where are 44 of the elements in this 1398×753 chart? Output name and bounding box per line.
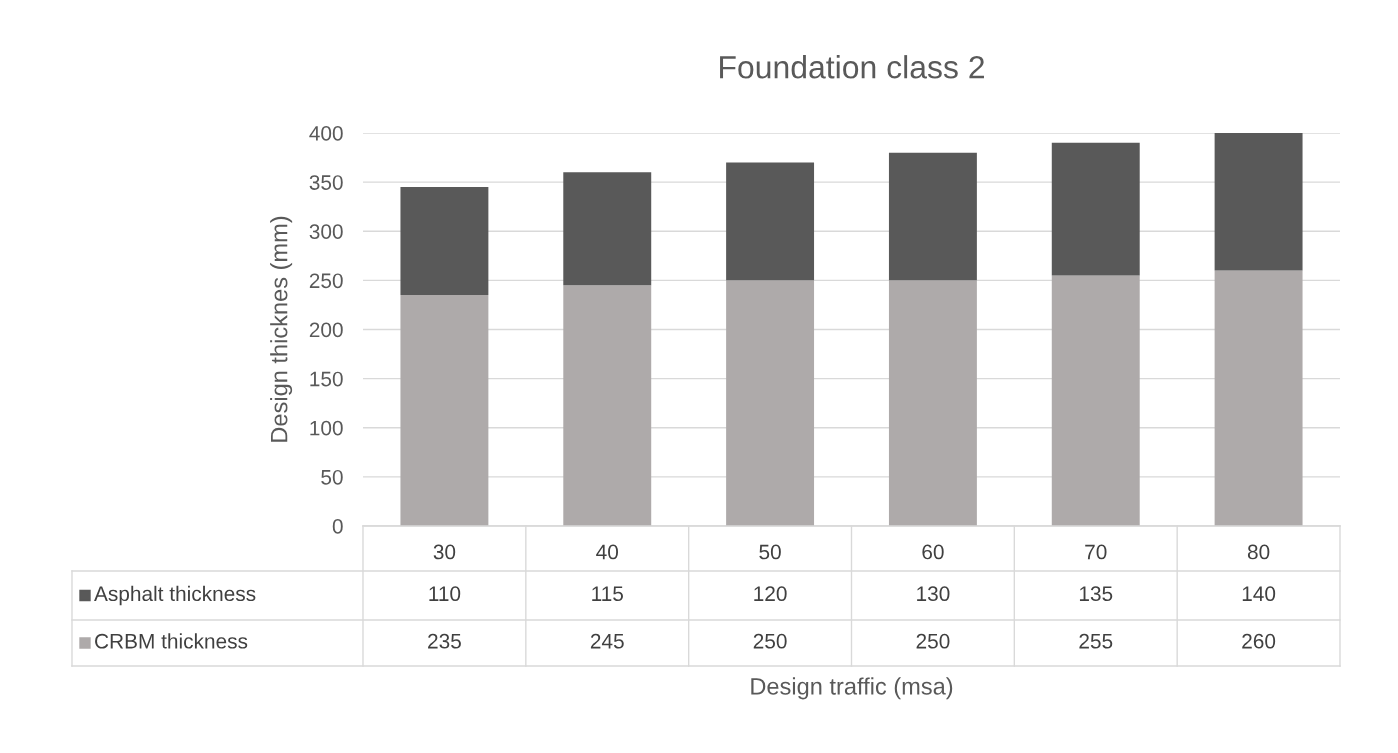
- legend-label: CRBM thickness: [95, 633, 248, 649]
- y-tick-label: 0: [332, 519, 343, 534]
- bar: [1051, 275, 1140, 526]
- data-label: 115: [592, 586, 623, 602]
- data-label: 140: [1242, 586, 1276, 602]
- y-tick-label: 150: [310, 371, 343, 387]
- bar: [726, 280, 815, 526]
- bar: [1051, 142, 1140, 276]
- bar: [1214, 270, 1303, 526]
- x-tick-label: 60: [922, 544, 944, 560]
- data-label: 245: [590, 633, 624, 649]
- bar: [563, 172, 652, 286]
- y-tick-label: 350: [309, 175, 343, 190]
- x-axis-title: Design traffic (msa): [751, 677, 953, 700]
- data-label: 250: [753, 633, 787, 649]
- x-tick-label: 30: [433, 544, 456, 560]
- data-label: 120: [754, 586, 787, 602]
- data-label: 260: [1242, 633, 1276, 649]
- x-tick-label: 70: [1085, 544, 1107, 560]
- y-tick-label: 300: [309, 224, 343, 239]
- bar: [400, 295, 489, 526]
- bar: [726, 162, 815, 281]
- bar: [1214, 133, 1303, 271]
- bar: [888, 280, 977, 526]
- legend-label: Asphalt thickness: [94, 585, 256, 606]
- bar: [888, 152, 977, 281]
- data-label: 110: [429, 586, 461, 602]
- data-label: 135: [1079, 586, 1113, 602]
- data-label: 130: [917, 586, 950, 602]
- bar: [400, 187, 489, 296]
- y-tick-label: 200: [309, 322, 343, 338]
- y-tick-label: 400: [309, 126, 343, 141]
- y-axis-title: Design thicknes (mm): [270, 216, 293, 442]
- x-tick-label: 40: [596, 544, 619, 560]
- chart-title: Foundation class 2: [720, 55, 984, 79]
- data-label: 235: [428, 633, 461, 649]
- bar: [563, 285, 652, 526]
- data-label: 250: [916, 633, 950, 649]
- x-tick-label: 80: [1247, 544, 1270, 560]
- y-tick-label: 100: [310, 420, 343, 436]
- x-tick-label: 50: [759, 544, 781, 560]
- y-tick-label: 250: [309, 273, 343, 289]
- data-label: 255: [1079, 633, 1113, 649]
- y-tick-label: 50: [321, 469, 343, 485]
